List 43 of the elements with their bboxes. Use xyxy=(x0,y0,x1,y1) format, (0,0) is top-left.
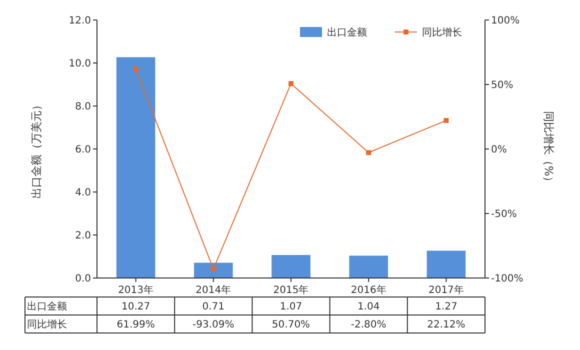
y2-tick-label: 100% xyxy=(491,16,520,26)
y2-tick-label: -100% xyxy=(491,274,524,284)
y2-tick-label: -50% xyxy=(491,209,517,220)
y-axis-title: 出口金额（万美元） xyxy=(30,100,43,198)
text: 同比增长 xyxy=(27,320,67,330)
bar xyxy=(116,57,156,278)
bar xyxy=(349,256,388,278)
data-label: 50.70% xyxy=(272,320,310,330)
legend-label: 出口金额 xyxy=(327,26,367,38)
y-tick-label: 12.0 xyxy=(68,16,91,26)
data-label: 1.07 xyxy=(280,302,302,312)
y2-tick-label: 0% xyxy=(491,144,507,156)
y-tick-label: 2.0 xyxy=(75,230,91,242)
point xyxy=(133,66,138,72)
data-label: -93.09% xyxy=(192,320,234,330)
x-tick-label: 2016年 xyxy=(350,284,386,296)
bar xyxy=(272,254,310,278)
point xyxy=(444,118,449,123)
data-label: 1.04 xyxy=(357,302,380,312)
y2-tick-label: 50% xyxy=(491,80,514,91)
data-label: 22.12% xyxy=(427,320,466,330)
y-tick-label: 4.0 xyxy=(75,188,91,198)
y-tick-label: 6.0 xyxy=(75,144,91,156)
y-tick-label: 10.0 xyxy=(68,58,91,70)
data-label: 1.27 xyxy=(435,302,458,312)
x-tick-label: 2014年 xyxy=(196,284,232,296)
point xyxy=(288,81,294,86)
point xyxy=(366,150,372,156)
x-tick-label: 2015年 xyxy=(273,284,309,296)
data-label: 61.99% xyxy=(116,320,155,330)
text: 出口金额 xyxy=(27,302,67,312)
bar xyxy=(194,262,233,278)
data-label: 10.27 xyxy=(121,302,150,312)
data-label: -2.80% xyxy=(350,320,386,330)
legend-label: 同比增长 xyxy=(422,26,462,38)
x-tick-label: 2013年 xyxy=(118,284,154,296)
point xyxy=(210,266,216,272)
data-label: 0.71 xyxy=(202,302,225,312)
bar xyxy=(426,250,466,278)
y2-axis-title: 同比增长（%） xyxy=(542,110,555,188)
y-tick-label: 0.0 xyxy=(75,274,91,284)
y-tick-label: 8.0 xyxy=(75,102,91,112)
x-tick-label: 2017年 xyxy=(428,284,464,296)
